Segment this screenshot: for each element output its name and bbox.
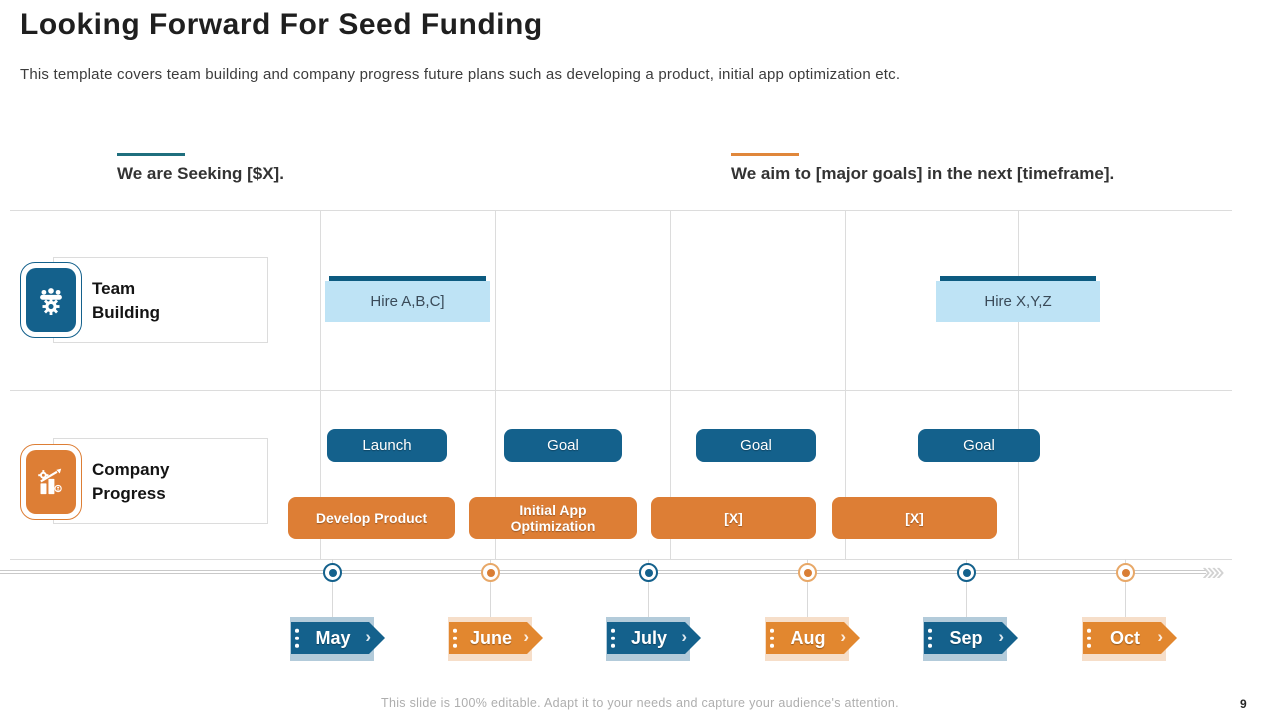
ribbon-arrow: July › [607, 622, 701, 654]
company-progress-icon-frame [20, 444, 82, 520]
month-label: July [630, 627, 668, 648]
company-progress-label: Company Progress [92, 460, 170, 503]
chevron-right-icon: › [681, 626, 687, 646]
ribbon-dots-icon [770, 628, 774, 648]
hire-box-top-bar [940, 276, 1096, 281]
chevron-right-icon: › [998, 626, 1004, 646]
ribbon-arrow: Aug › [766, 622, 860, 654]
chevron-right-icon: › [523, 626, 529, 646]
page-subtitle: This template covers team building and c… [20, 66, 901, 83]
connector-line [807, 559, 808, 617]
grid-line [670, 210, 671, 559]
action-pill-develop-product[interactable]: Develop Product [288, 497, 455, 539]
ribbon-arrow: May › [291, 622, 385, 654]
grid-line [495, 210, 496, 559]
timeline-marker-sep[interactable] [957, 563, 976, 582]
month-label: Oct [1109, 627, 1140, 648]
goal-pill[interactable]: Goal [696, 429, 816, 462]
goal-pill-launch[interactable]: Launch [327, 429, 447, 462]
ribbon-dots-icon [453, 628, 457, 648]
month-label: Sep [949, 627, 983, 648]
ribbon-arrow: June › [449, 622, 543, 654]
connector-line [966, 559, 967, 617]
timeline-marker-july[interactable] [639, 563, 658, 582]
ribbon-dots-icon [295, 628, 299, 648]
ribbon-arrow: Sep › [924, 622, 1018, 654]
ribbon-dots-icon [928, 628, 932, 648]
action-pill-x[interactable]: [X] [832, 497, 997, 539]
goal-pill[interactable]: Goal [504, 429, 622, 462]
month-ribbon-july[interactable]: July › [606, 609, 706, 665]
company-progress-label-box[interactable] [53, 438, 268, 524]
month-ribbon-sep[interactable]: Sep › [923, 609, 1023, 665]
month-ribbon-may[interactable]: May › [290, 609, 390, 665]
footer-note: This slide is 100% editable. Adapt it to… [381, 696, 899, 710]
growth-chart-gear-icon [26, 450, 76, 514]
chevron-right-icon: › [365, 626, 371, 646]
grid-line [1018, 210, 1019, 559]
hire-xyz-box[interactable]: Hire X,Y,Z [936, 281, 1100, 322]
connector-line [332, 559, 333, 617]
month-label: May [315, 627, 351, 648]
action-pill-x[interactable]: [X] [651, 497, 816, 539]
timeline-marker-aug[interactable] [798, 563, 817, 582]
connector-line [648, 559, 649, 617]
grid-line [10, 559, 1232, 560]
grid-line [10, 210, 1232, 211]
team-building-label: Team Building [92, 279, 160, 322]
hire-abc-box[interactable]: Hire A,B,C] [325, 281, 490, 322]
ribbon-dots-icon [1087, 628, 1091, 648]
month-label: June [469, 627, 512, 648]
timeline-axis [0, 570, 1206, 574]
month-ribbon-oct[interactable]: Oct › [1082, 609, 1182, 665]
action-pill-app-optimization[interactable]: Initial App Optimization [469, 497, 637, 539]
grid-line [10, 390, 1232, 391]
chevron-right-icon: › [1157, 626, 1163, 646]
team-building-icon-frame [20, 262, 82, 338]
timeline-marker-may[interactable] [323, 563, 342, 582]
connector-line [490, 559, 491, 617]
seeking-accent-line [117, 153, 185, 156]
timeline-marker-june[interactable] [481, 563, 500, 582]
hire-box-top-bar [329, 276, 486, 281]
month-label: Aug [790, 627, 826, 648]
goal-pill[interactable]: Goal [918, 429, 1040, 462]
grid-line [320, 210, 321, 559]
page-number: 9 [1240, 697, 1247, 711]
month-ribbon-aug[interactable]: Aug › [765, 609, 865, 665]
team-people-gear-icon [26, 268, 76, 332]
chevron-right-icon: › [840, 626, 846, 646]
grid-line [845, 210, 846, 559]
timeline-marker-oct[interactable] [1116, 563, 1135, 582]
chevron-forward-icon: ›››› [1202, 556, 1225, 586]
aim-accent-line [731, 153, 799, 156]
connector-line [1125, 559, 1126, 617]
team-building-label-box[interactable] [53, 257, 268, 343]
page-title: Looking Forward For Seed Funding [20, 8, 543, 41]
ribbon-dots-icon [611, 628, 615, 648]
month-ribbon-june[interactable]: June › [448, 609, 548, 665]
aim-statement: We aim to [major goals] in the next [tim… [731, 164, 1115, 183]
ribbon-arrow: Oct › [1083, 622, 1177, 654]
seeking-statement: We are Seeking [$X]. [117, 164, 284, 183]
